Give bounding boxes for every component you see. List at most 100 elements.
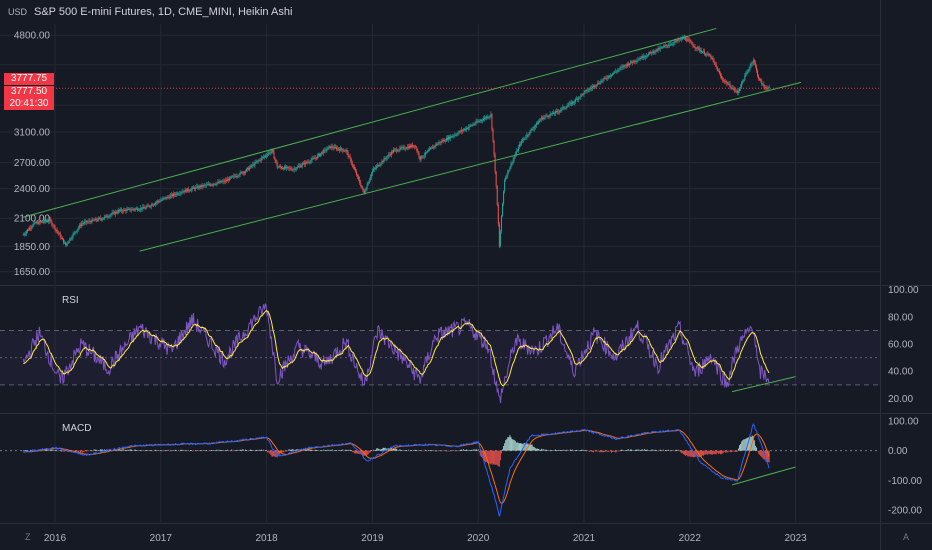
candle-body: [617, 70, 619, 72]
candle-body: [358, 176, 360, 180]
macd-histogram-bar: [101, 449, 103, 451]
candle-body: [544, 116, 546, 118]
candle-body: [481, 120, 483, 122]
candle-body: [450, 136, 452, 139]
candle-body: [437, 143, 439, 145]
macd-histogram-bar: [509, 435, 511, 451]
macd-histogram-bar: [61, 450, 63, 452]
macd-histogram-bar: [728, 450, 730, 452]
macd-histogram-bar: [343, 450, 345, 452]
candle-body: [250, 165, 252, 168]
candle-body: [30, 227, 32, 229]
macd-histogram-bar: [262, 449, 264, 451]
candle-body: [302, 163, 304, 166]
candle-body: [170, 194, 172, 196]
candle-body: [470, 125, 472, 127]
macd-histogram-bar: [378, 448, 380, 451]
macd-histogram-bar: [317, 450, 319, 451]
macd-histogram-bar: [590, 450, 592, 452]
candle-body: [46, 221, 48, 222]
macd-histogram-bar: [687, 450, 689, 457]
candle-body: [375, 167, 377, 169]
candle-body: [648, 53, 650, 56]
macd-histogram-bar: [380, 449, 382, 451]
macd-histogram-bar: [750, 437, 752, 451]
timezone-button[interactable]: Z: [25, 532, 31, 542]
candle-body: [193, 187, 195, 189]
candle-body: [276, 162, 278, 168]
candle-body: [205, 184, 207, 186]
candle-body: [490, 114, 492, 117]
rsi-tick-label: 40.00: [888, 367, 913, 378]
candle-body: [435, 143, 437, 147]
channel-line-lower: [139, 81, 802, 252]
macd-histogram-bar: [269, 450, 271, 454]
x-tick-label: 2023: [784, 533, 807, 544]
candle-body: [659, 47, 661, 50]
candle-body: [66, 243, 68, 246]
candle-body: [110, 214, 112, 216]
macd-histogram-bar: [741, 441, 743, 451]
macd-histogram-bar: [55, 449, 57, 451]
candle-body: [134, 208, 136, 210]
candle-body: [441, 141, 443, 142]
macd-histogram-bar: [23, 450, 25, 451]
candle-body: [534, 125, 536, 127]
candle-body: [460, 130, 462, 132]
candle-body: [455, 134, 457, 136]
candle-body: [240, 172, 242, 174]
candle-body: [751, 62, 753, 64]
macd-histogram-bar: [125, 449, 127, 451]
candle-body: [465, 128, 467, 130]
macd-histogram-bar: [743, 439, 745, 451]
candle-body: [360, 182, 362, 187]
candle-body: [763, 84, 765, 87]
candle-body: [541, 117, 543, 120]
macd-histogram-bar: [619, 450, 621, 452]
candle-body: [499, 231, 501, 247]
candle-body: [399, 147, 401, 151]
candle-body: [682, 37, 684, 39]
macd-histogram-bar: [678, 450, 680, 452]
macd-histogram-bar: [123, 449, 125, 451]
macd-pane-label: MACD: [62, 423, 92, 434]
macd-histogram-bar: [210, 450, 212, 452]
candle-body: [34, 222, 36, 224]
candle-body: [700, 50, 702, 53]
candle-body: [414, 145, 416, 147]
macd-histogram-bar: [310, 449, 312, 451]
macd-histogram-bar: [697, 450, 699, 457]
macd-histogram-bar: [389, 448, 391, 451]
candle-body: [641, 55, 643, 59]
candle-body: [382, 161, 384, 162]
macd-histogram-bar: [152, 450, 154, 452]
candle-body: [41, 221, 43, 223]
macd-histogram-bar: [48, 450, 50, 451]
rsi-tick-label: 20.00: [888, 394, 913, 405]
macd-histogram-bar: [486, 450, 488, 462]
macd-histogram-bar: [606, 450, 608, 452]
candle-body: [283, 168, 285, 170]
candle-body: [743, 80, 745, 82]
macd-histogram-bar: [97, 449, 99, 451]
candle-body: [565, 107, 567, 109]
candle-body: [38, 221, 40, 224]
macd-histogram-bar: [445, 450, 447, 452]
macd-histogram-bar: [160, 450, 162, 451]
macd-histogram-bar: [247, 450, 249, 452]
candle-body: [715, 65, 717, 68]
macd-histogram-bar: [412, 450, 414, 452]
candle-body: [656, 49, 658, 51]
candle-body: [732, 87, 734, 89]
candle-body: [348, 156, 350, 158]
auto-scale-button[interactable]: A: [903, 532, 910, 542]
candle-body: [742, 81, 744, 83]
candle-body: [231, 176, 233, 178]
candle-body: [744, 75, 746, 81]
candle-body: [567, 105, 569, 107]
macd-histogram-bar: [251, 450, 253, 451]
macd-histogram-bar: [627, 449, 629, 451]
macd-histogram-bar: [516, 442, 518, 451]
macd-histogram-bar: [655, 449, 657, 451]
